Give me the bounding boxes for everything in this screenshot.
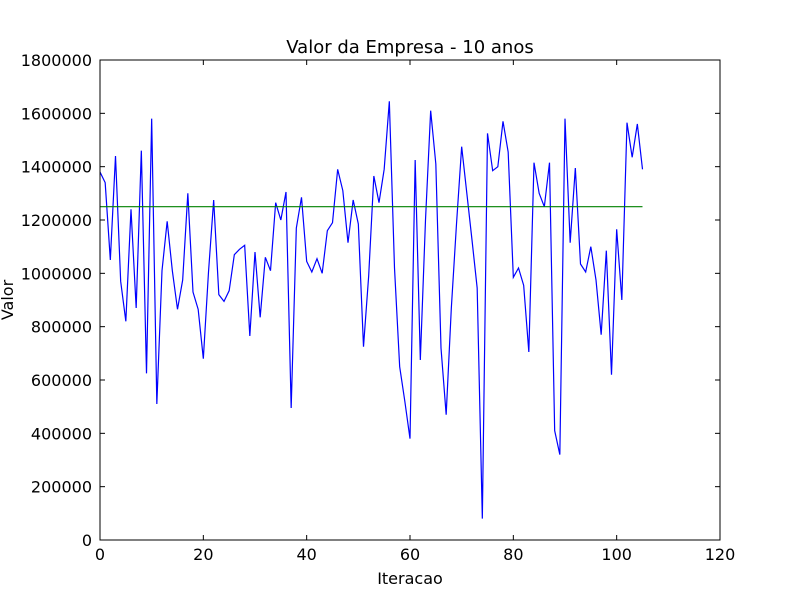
y-tick-label: 0 [82, 531, 92, 550]
x-axis: 0 20 40 60 80 100 120 [95, 60, 735, 564]
x-tick-label: 120 [705, 545, 736, 564]
x-tick-label: 80 [503, 545, 523, 564]
x-tick-label: 60 [400, 545, 420, 564]
y-tick-label: 400000 [31, 424, 92, 443]
x-tick-label: 40 [296, 545, 316, 564]
x-tick-label: 20 [193, 545, 213, 564]
y-axis-label: Valor [0, 279, 17, 320]
y-tick-label: 800000 [31, 318, 92, 337]
y-tick-label: 1800000 [21, 51, 92, 70]
y-tick-label: 1600000 [21, 104, 92, 123]
chart-title: Valor da Empresa - 10 anos [286, 37, 533, 58]
y-tick-label: 1000000 [21, 264, 92, 283]
plot-area [99, 101, 644, 519]
series-line-0 [99, 101, 644, 519]
y-axis: 0 200000 400000 600000 800000 1000000 1200000 1… [21, 51, 720, 550]
x-tick-label: 100 [601, 545, 632, 564]
y-tick-label: 200000 [31, 478, 92, 497]
x-axis-label: Iteracao [377, 569, 443, 588]
y-tick-label: 1200000 [21, 211, 92, 230]
x-tick-label: 0 [95, 545, 105, 564]
y-tick-label: 600000 [31, 371, 92, 390]
y-tick-label: 1400000 [21, 158, 92, 177]
